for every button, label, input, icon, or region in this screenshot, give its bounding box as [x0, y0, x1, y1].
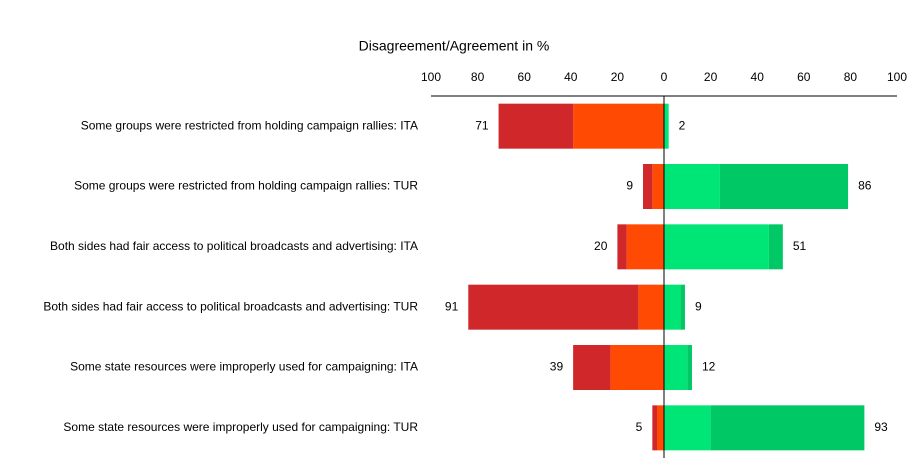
disagree-total: 5 [636, 420, 643, 434]
bar-segment [468, 284, 639, 330]
bar-segment [719, 164, 849, 209]
bar-segment [768, 224, 783, 270]
bar-segment [573, 103, 664, 149]
bar-segment [617, 224, 627, 270]
x-tick-label: 100 [887, 70, 907, 84]
x-tick-label: 80 [471, 70, 485, 84]
agree-total: 93 [874, 420, 888, 434]
x-tick-label: 40 [751, 70, 765, 84]
agree-total: 9 [695, 299, 702, 313]
x-tick-label: 20 [704, 70, 718, 84]
bar-segment [710, 405, 865, 451]
disagree-total: 71 [475, 118, 489, 132]
x-tick-label: 60 [797, 70, 811, 84]
category-label: Some groups were restricted from holding… [74, 179, 418, 193]
bar-segment [638, 284, 664, 330]
chart-title: Disagreement/Agreement in % [359, 38, 550, 54]
bar-segment [680, 284, 685, 330]
x-tick-label: 60 [518, 70, 532, 84]
bar-segment [664, 405, 711, 451]
bar-segment [652, 164, 664, 209]
agree-total: 86 [858, 179, 872, 193]
category-label: Both sides had fair access to political … [43, 299, 418, 313]
category-label: Some state resources were improperly use… [70, 360, 418, 374]
disagree-total: 20 [594, 239, 608, 253]
bar-segment [643, 164, 653, 209]
bar-segment [687, 345, 692, 390]
bar-segment [657, 405, 664, 451]
category-label: Some groups were restricted from holding… [81, 118, 418, 132]
x-tick-label: 80 [844, 70, 858, 84]
agree-total: 51 [793, 239, 807, 253]
bar-segment [610, 345, 664, 390]
disagree-total: 9 [626, 179, 633, 193]
agree-total: 12 [702, 360, 716, 374]
category-label: Both sides had fair access to political … [50, 239, 418, 253]
bar-segment [664, 224, 769, 270]
bar-segment [498, 103, 574, 149]
bar-segment [664, 345, 688, 390]
category-label: Some state resources were improperly use… [63, 420, 418, 434]
x-tick-label: 100 [421, 70, 441, 84]
agree-total: 2 [679, 118, 686, 132]
bar-segment [664, 164, 720, 209]
disagree-total: 91 [445, 299, 459, 313]
bar-segment [626, 224, 664, 270]
x-tick-label: 0 [661, 70, 668, 84]
bar-segment [664, 284, 681, 330]
bar-segment [664, 103, 669, 149]
x-tick-label: 20 [611, 70, 625, 84]
disagree-total: 39 [550, 360, 564, 374]
bar-segment [573, 345, 611, 390]
x-tick-label: 40 [564, 70, 578, 84]
bar-segment [652, 405, 658, 451]
